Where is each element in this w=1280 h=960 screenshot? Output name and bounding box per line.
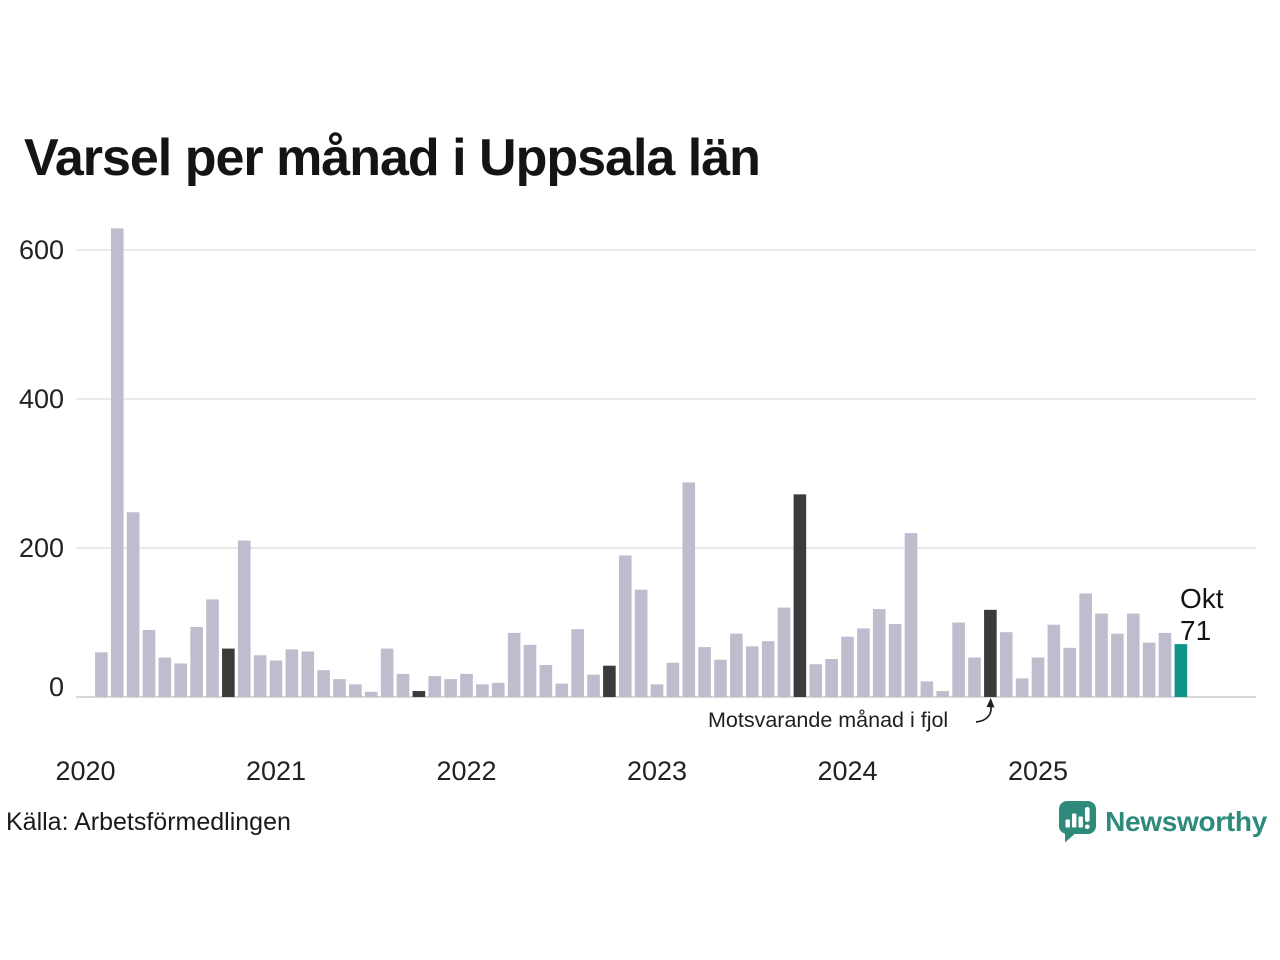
bar-2023-05 (714, 659, 727, 697)
bar-2024-10 (984, 609, 997, 698)
x-axis-year-2023: 2023 (627, 756, 687, 786)
bar-2021-04 (317, 670, 330, 697)
x-axis-year-2020: 2020 (55, 756, 115, 786)
bar-2024-12 (1015, 678, 1029, 698)
bar-2020-11 (237, 540, 251, 697)
bar-2022-04 (507, 632, 521, 697)
compare-annotation-label: Motsvarande månad i fjol (708, 708, 948, 732)
bar-2020-07 (174, 663, 188, 697)
bar-2021-03 (301, 651, 315, 697)
newsworthy-logo: Newsworthy (1059, 801, 1267, 843)
bar-2025-05 (1095, 613, 1108, 697)
bar-2023-09 (777, 607, 791, 697)
bar-2020-08 (190, 626, 203, 697)
x-axis-year-2025: 2025 (1008, 756, 1068, 786)
annotation-arrowhead (986, 698, 995, 708)
y-axis-tick-400: 400 (19, 384, 64, 414)
bar-2023-12 (825, 659, 838, 697)
bar-2025-03 (1063, 647, 1077, 697)
bar-2023-07 (745, 646, 759, 697)
bar-2021-05 (333, 679, 346, 697)
bar-2022-02 (476, 684, 489, 697)
bar-2023-10 (793, 494, 807, 697)
bar-2020-10 (222, 648, 235, 697)
bar-2020-04 (126, 512, 140, 697)
bar-2022-09 (587, 674, 600, 697)
bars (95, 228, 1188, 698)
bar-2025-10 (1174, 644, 1188, 698)
x-axis-year-2022: 2022 (436, 756, 496, 786)
bar-2023-03 (682, 482, 696, 697)
bar-2023-02 (666, 662, 680, 697)
bar-2021-11 (428, 676, 442, 697)
bar-2021-08 (380, 648, 394, 697)
bar-2025-06 (1111, 633, 1124, 697)
bar-2020-02 (95, 652, 108, 697)
bar-2022-11 (618, 555, 632, 697)
bar-2020-12 (253, 655, 267, 697)
bar-2022-07 (555, 683, 569, 697)
bar-2021-01 (269, 660, 283, 698)
bar-2023-08 (761, 641, 775, 698)
bar-2022-12 (634, 589, 648, 697)
bar-2023-04 (698, 647, 711, 697)
bar-2025-02 (1047, 624, 1061, 698)
y-axis-tick-0: 0 (49, 672, 64, 702)
bar-2022-03 (491, 682, 505, 697)
bar-2023-11 (809, 664, 823, 697)
bar-2024-02 (857, 628, 870, 697)
bar-2020-06 (158, 657, 172, 697)
bar-2025-01 (1031, 657, 1045, 697)
bar-2023-06 (730, 633, 743, 697)
bar-2022-01 (460, 673, 473, 697)
newsworthy-logo-icon (1059, 801, 1097, 843)
y-axis-tick-200: 200 (19, 533, 64, 563)
highlight-month-label: Okt (1180, 583, 1224, 614)
bar-2020-09 (206, 599, 219, 697)
bar-2021-02 (285, 649, 299, 697)
gridlines (76, 249, 1256, 698)
bar-2024-01 (841, 636, 854, 697)
bar-chart-canvas: 0 200 400 600 2020 2021 2022 2023 2024 2025 Motsv… (19, 228, 1256, 786)
bar-2021-09 (396, 673, 410, 697)
bar-2021-12 (444, 679, 457, 697)
highlight-value-label: 71 (1180, 615, 1211, 646)
bar-2021-07 (364, 691, 378, 697)
bar-2023-01 (650, 684, 664, 697)
bar-2024-07 (936, 691, 950, 697)
bar-2024-03 (872, 609, 886, 697)
y-axis-tick-600: 600 (19, 235, 64, 265)
bar-2025-07 (1126, 613, 1140, 697)
bar-2024-11 (999, 632, 1013, 697)
bar-2022-10 (603, 665, 616, 697)
bar-2020-05 (142, 629, 156, 697)
bar-2020-03 (110, 228, 124, 697)
bar-2025-04 (1079, 593, 1092, 697)
x-axis-year-2021: 2021 (246, 756, 306, 786)
bar-2024-06 (920, 681, 934, 697)
bar-2024-09 (968, 657, 981, 697)
x-axis-year-2024: 2024 (817, 756, 877, 786)
source-note: Källa: Arbetsförmedlingen (6, 808, 291, 836)
bar-2022-06 (539, 664, 553, 697)
bar-2025-08 (1142, 642, 1156, 697)
bar-2024-08 (952, 622, 965, 697)
bar-2025-09 (1158, 632, 1172, 697)
chart-title: Varsel per månad i Uppsala län (24, 129, 761, 187)
bar-2021-06 (349, 684, 362, 697)
bar-2024-04 (888, 623, 902, 697)
bar-2024-05 (904, 533, 918, 697)
bar-2022-08 (571, 629, 584, 698)
axis-labels: 0 200 400 600 2020 2021 2022 2023 2024 2025 (19, 235, 1068, 786)
newsworthy-logo-text: Newsworthy (1105, 806, 1267, 837)
bar-2021-10 (412, 691, 426, 697)
bar-2022-05 (523, 644, 537, 697)
